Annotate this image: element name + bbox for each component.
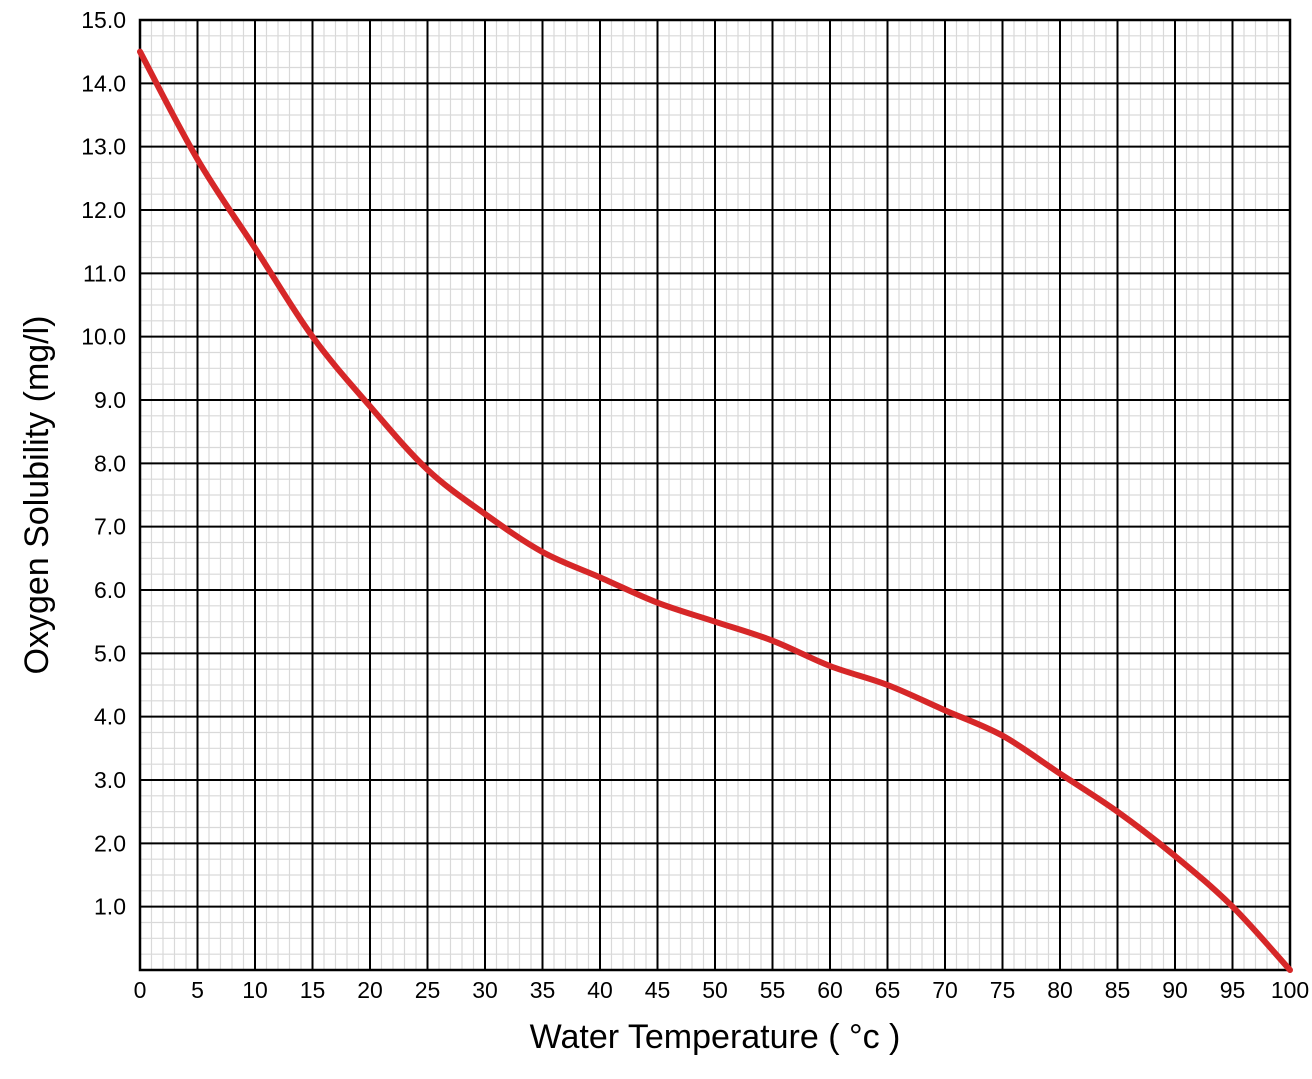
y-tick-label: 13.0 bbox=[81, 134, 126, 160]
y-tick-label: 11.0 bbox=[83, 260, 126, 286]
chart-svg: 0 5 10 15 20 25 30 35 40 45 50 55 60 65 70 75 80 85 90 95 10… bbox=[0, 0, 1312, 1079]
x-tick-label: 60 bbox=[817, 977, 843, 1003]
y-tick-label: 6.0 bbox=[94, 577, 126, 603]
y-tick-label: 8.0 bbox=[94, 450, 126, 476]
x-tick-label: 100 bbox=[1271, 977, 1309, 1003]
y-tick-label: 3.0 bbox=[94, 767, 126, 793]
x-tick-label: 85 bbox=[1105, 977, 1131, 1003]
major-grid bbox=[140, 20, 1290, 970]
x-tick-label: 70 bbox=[932, 977, 958, 1003]
y-tick-label: 10.0 bbox=[81, 324, 126, 350]
x-tick-label: 75 bbox=[990, 977, 1016, 1003]
x-tick-label: 20 bbox=[357, 977, 383, 1003]
x-tick-label: 10 bbox=[242, 977, 268, 1003]
x-tick-label: 45 bbox=[645, 977, 671, 1003]
x-tick-label: 55 bbox=[760, 977, 786, 1003]
x-tick-label: 30 bbox=[472, 977, 498, 1003]
x-tick-label: 25 bbox=[415, 977, 441, 1003]
y-tick-label: 12.0 bbox=[81, 197, 126, 223]
x-tick-label: 15 bbox=[300, 977, 326, 1003]
x-tick-label: 95 bbox=[1220, 977, 1246, 1003]
y-axis-label: Oxygen Solubility (mg/l) bbox=[18, 315, 56, 674]
y-tick-label: 5.0 bbox=[94, 640, 126, 666]
x-axis-label: Water Temperature ( °c ) bbox=[530, 1018, 901, 1056]
y-tick-label: 15.0 bbox=[81, 7, 126, 33]
y-tick-label: 2.0 bbox=[94, 830, 126, 856]
y-tick-label: 14.0 bbox=[81, 70, 126, 96]
x-tick-label: 0 bbox=[134, 977, 147, 1003]
x-tick-label: 80 bbox=[1047, 977, 1073, 1003]
x-tick-label: 50 bbox=[702, 977, 728, 1003]
y-tick-label: 4.0 bbox=[94, 704, 126, 730]
y-tick-label: 7.0 bbox=[94, 514, 126, 540]
y-tick-label: 9.0 bbox=[94, 387, 126, 413]
x-tick-label: 40 bbox=[587, 977, 613, 1003]
x-tick-label: 65 bbox=[875, 977, 901, 1003]
oxygen-solubility-chart: 0 5 10 15 20 25 30 35 40 45 50 55 60 65 70 75 80 85 90 95 10… bbox=[0, 0, 1312, 1079]
y-tick-label: 1.0 bbox=[94, 894, 126, 920]
x-tick-label: 90 bbox=[1162, 977, 1188, 1003]
x-tick-label: 5 bbox=[191, 977, 204, 1003]
x-tick-label: 35 bbox=[530, 977, 556, 1003]
